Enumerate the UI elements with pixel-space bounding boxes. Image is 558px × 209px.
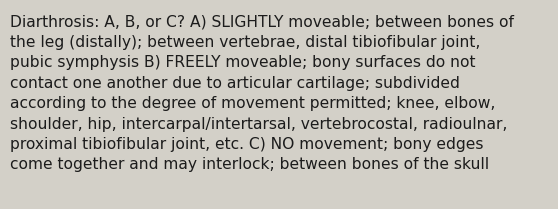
Text: Diarthrosis: A, B, or C? A) SLIGHTLY moveable; between bones of
the leg (distall: Diarthrosis: A, B, or C? A) SLIGHTLY mov…: [10, 15, 514, 172]
